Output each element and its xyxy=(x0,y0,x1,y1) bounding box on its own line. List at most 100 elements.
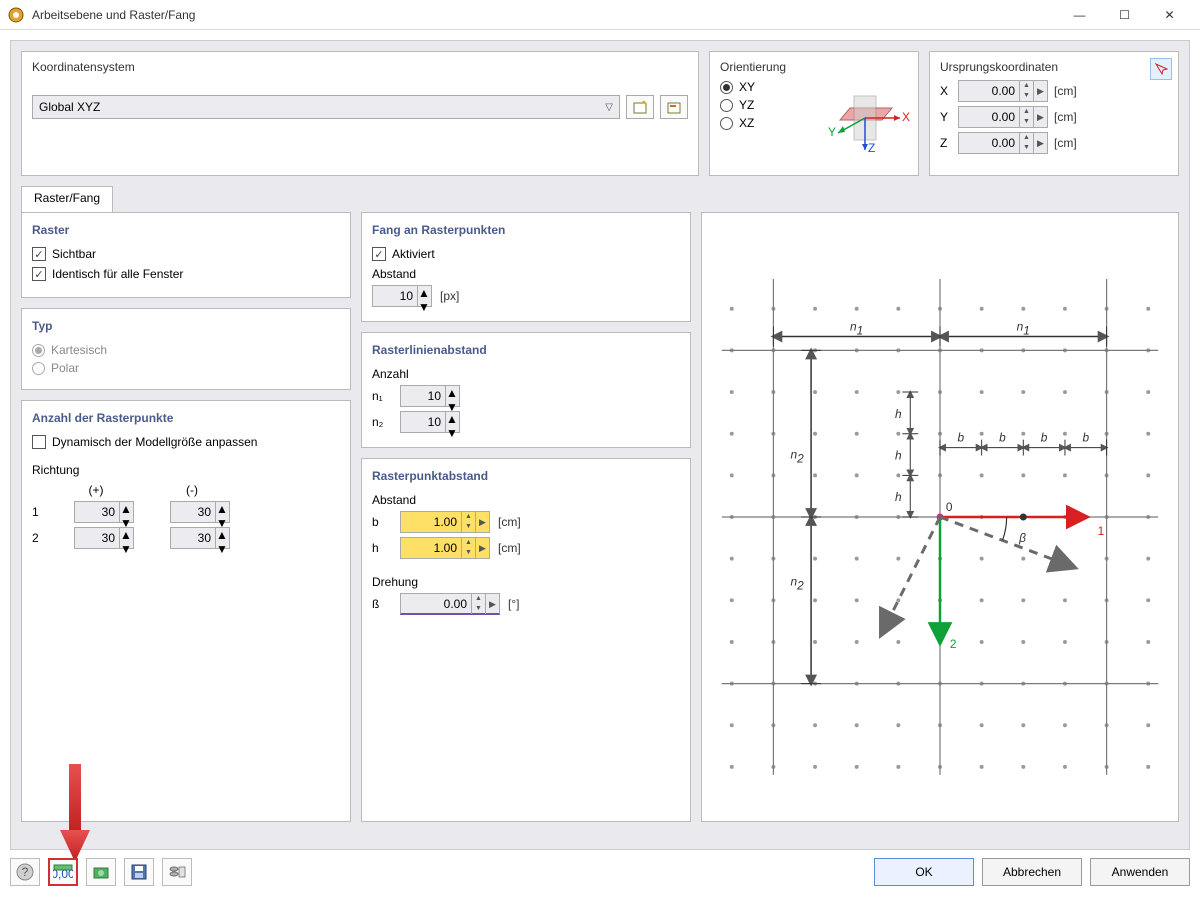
rotation-label: Drehung xyxy=(372,575,680,589)
dir2-plus-input[interactable]: 30▲▼ xyxy=(74,527,134,549)
polar-label: Polar xyxy=(51,361,79,375)
cartesian-label: Kartesisch xyxy=(51,343,107,357)
n1-label: n₁ xyxy=(372,389,392,403)
y-input[interactable]: 0.00 ▲▼ ▶ xyxy=(958,106,1048,128)
radio-yz-label: YZ xyxy=(739,98,754,112)
beta-input[interactable]: 0.00 ▲▼ ▶ xyxy=(400,593,500,615)
checkbox-icon: ✓ xyxy=(372,247,386,261)
b-label: b xyxy=(372,515,392,529)
checkbox-visible[interactable]: ✓ Sichtbar xyxy=(32,247,340,261)
grid-preview: n1n1n2n2bbbbhhh012β xyxy=(701,212,1179,822)
unit-label: [cm] xyxy=(1054,136,1077,150)
group-raster: Raster ✓ Sichtbar ✓ Identisch für alle F… xyxy=(21,212,351,298)
svg-text:h: h xyxy=(895,490,902,504)
group-type: Typ Kartesisch Polar xyxy=(21,308,351,390)
apply-button[interactable]: Anwenden xyxy=(1090,858,1190,886)
radio-icon xyxy=(720,117,733,130)
raster-title: Raster xyxy=(32,223,340,237)
checkbox-icon: ✓ xyxy=(32,247,46,261)
minus-header: (-) xyxy=(162,483,222,497)
unit-label: [cm] xyxy=(1054,84,1077,98)
n2-input[interactable]: 10▲▼ xyxy=(400,411,460,433)
origin-label: Ursprungskoordinaten xyxy=(940,60,1168,74)
unit-label: [px] xyxy=(440,289,459,303)
h-label: h xyxy=(372,541,392,555)
svg-text:b: b xyxy=(1041,431,1048,445)
checkbox-icon: ✓ xyxy=(32,267,46,281)
minimize-button[interactable]: — xyxy=(1057,0,1102,30)
panel-coord-system: Koordinatensystem Global XYZ ▽ xyxy=(21,51,699,176)
dir1-minus-input[interactable]: 30▲▼ xyxy=(170,501,230,523)
svg-text:n2: n2 xyxy=(791,574,805,592)
x-input[interactable]: 0.00 ▲▼ ▶ xyxy=(958,80,1048,102)
tab-raster-fang[interactable]: Raster/Fang xyxy=(21,186,113,212)
radio-cartesian: Kartesisch xyxy=(32,343,340,357)
n2-label: n₂ xyxy=(372,415,392,429)
dir2-minus-input[interactable]: 30▲▼ xyxy=(170,527,230,549)
pick-point-button[interactable] xyxy=(1150,58,1172,80)
radio-icon xyxy=(32,362,45,375)
edit-cs-button[interactable] xyxy=(660,95,688,119)
count-title: Anzahl der Rasterpunkte xyxy=(32,411,340,425)
maximize-button[interactable]: ☐ xyxy=(1102,0,1147,30)
group-point-spacing: Rasterpunktabstand Abstand b 1.00 ▲▼ ▶ [… xyxy=(361,458,691,822)
h-input[interactable]: 1.00 ▲▼ ▶ xyxy=(400,537,490,559)
n1-input[interactable]: 10▲▼ xyxy=(400,385,460,407)
radio-xy-label: XY xyxy=(739,80,755,94)
visible-label: Sichtbar xyxy=(52,247,96,261)
app-icon xyxy=(8,7,24,23)
coord-system-value: Global XYZ xyxy=(39,100,100,114)
default-button[interactable] xyxy=(162,858,192,886)
z-label: Z xyxy=(940,136,952,150)
svg-text:0: 0 xyxy=(946,500,953,514)
coord-system-dropdown[interactable]: Global XYZ ▽ xyxy=(32,95,620,119)
svg-text:β: β xyxy=(1018,531,1026,545)
radio-icon xyxy=(720,81,733,94)
save-button[interactable] xyxy=(124,858,154,886)
svg-text:Z: Z xyxy=(868,141,875,155)
checkbox-icon xyxy=(32,435,46,449)
group-snap: Fang an Rasterpunkten ✓ Aktiviert Abstan… xyxy=(361,212,691,322)
svg-text:Y: Y xyxy=(828,125,836,139)
b-input[interactable]: 1.00 ▲▼ ▶ xyxy=(400,511,490,533)
svg-text:b: b xyxy=(999,431,1006,445)
svg-text:h: h xyxy=(895,407,902,421)
orientation-preview-icon: X Y Z xyxy=(820,78,910,158)
svg-text:n1: n1 xyxy=(850,320,863,338)
ok-button[interactable]: OK xyxy=(874,858,974,886)
units-button[interactable]: 0,00 xyxy=(48,858,78,886)
snap-distance-input[interactable]: 10▲▼ xyxy=(372,285,432,307)
new-cs-button[interactable] xyxy=(626,95,654,119)
unit-label: [cm] xyxy=(498,515,521,529)
help-button[interactable]: ? xyxy=(10,858,40,886)
z-input[interactable]: 0.00 ▲▼ ▶ xyxy=(958,132,1048,154)
dir1-plus-input[interactable]: 30▲▼ xyxy=(74,501,134,523)
identical-label: Identisch für alle Fenster xyxy=(52,267,183,281)
svg-text:h: h xyxy=(895,448,902,462)
checkbox-active[interactable]: ✓ Aktiviert xyxy=(372,247,680,261)
svg-text:?: ? xyxy=(22,865,29,879)
cancel-button[interactable]: Abbrechen xyxy=(982,858,1082,886)
line-spacing-title: Rasterlinienabstand xyxy=(372,343,680,357)
svg-text:n2: n2 xyxy=(791,447,805,465)
svg-text:b: b xyxy=(958,431,965,445)
window-title: Arbeitsebene und Raster/Fang xyxy=(32,8,1057,22)
group-line-spacing: Rasterlinienabstand Anzahl n₁ 10▲▼ n₂ 10… xyxy=(361,332,691,448)
active-label: Aktiviert xyxy=(392,247,435,261)
point-spacing-title: Rasterpunktabstand xyxy=(372,469,680,483)
close-button[interactable]: ✕ xyxy=(1147,0,1192,30)
tabbar: Raster/Fang xyxy=(21,186,1179,212)
panel-orientation: Orientierung XY YZ X Z xyxy=(709,51,919,176)
dist-label: Abstand xyxy=(372,493,680,507)
plus-header: (+) xyxy=(66,483,126,497)
dist-label: Abstand xyxy=(372,267,680,281)
group-count: Anzahl der Rasterpunkte Dynamisch der Mo… xyxy=(21,400,351,822)
checkbox-identical[interactable]: ✓ Identisch für alle Fenster xyxy=(32,267,340,281)
currency-button[interactable] xyxy=(86,858,116,886)
count-label: Anzahl xyxy=(372,367,680,381)
orientation-label: Orientierung xyxy=(720,60,908,74)
radio-icon xyxy=(32,344,45,357)
svg-text:X: X xyxy=(902,110,910,124)
checkbox-dynamic[interactable]: Dynamisch der Modellgröße anpassen xyxy=(32,435,340,449)
row1-label: 1 xyxy=(32,505,44,519)
